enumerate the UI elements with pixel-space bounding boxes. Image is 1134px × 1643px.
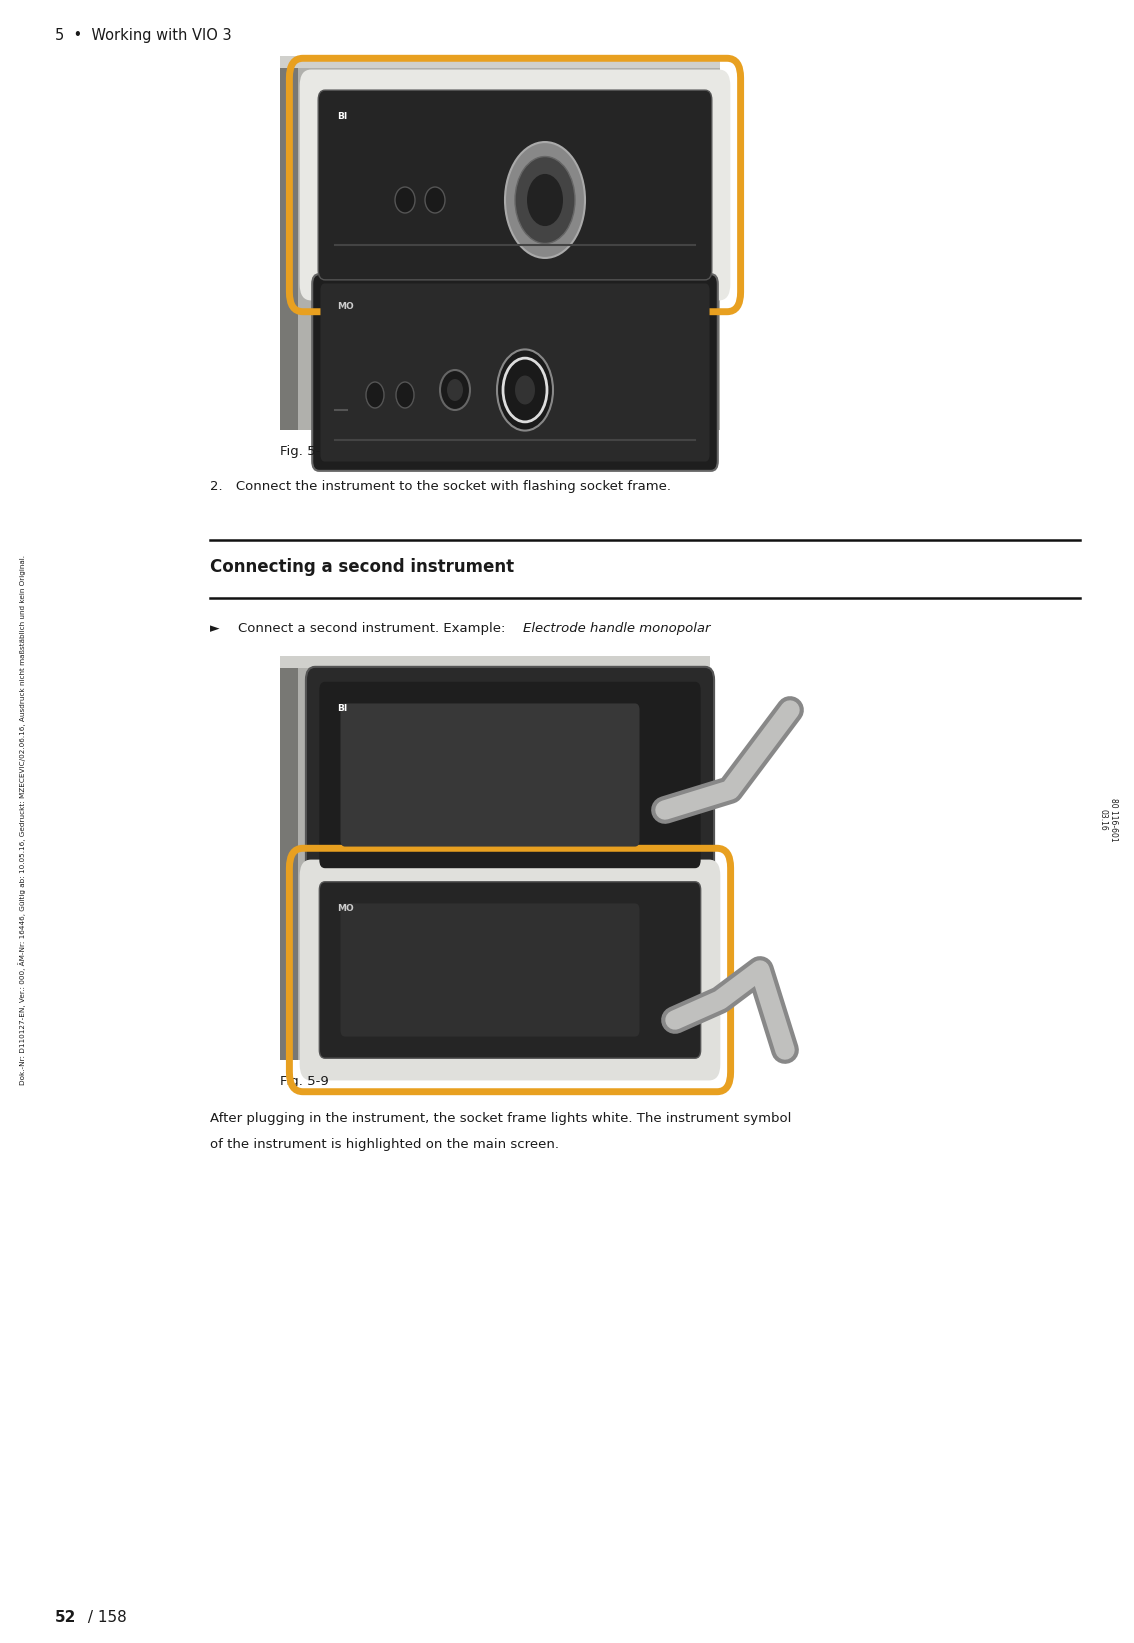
Text: 80 116-601
03.16: 80 116-601 03.16	[1099, 798, 1118, 841]
Text: Fig. 5-8: Fig. 5-8	[280, 445, 329, 458]
Text: After plugging in the instrument, the socket frame lights white. The instrument : After plugging in the instrument, the so…	[210, 1112, 792, 1125]
Bar	[280, 656, 710, 669]
Text: 5  •  Working with VIO 3: 5 • Working with VIO 3	[56, 28, 231, 43]
Ellipse shape	[425, 187, 445, 214]
FancyBboxPatch shape	[340, 904, 640, 1037]
Text: 2. Connect the instrument to the socket with flashing socket frame.: 2. Connect the instrument to the socket …	[210, 480, 671, 493]
Text: BI: BI	[337, 112, 347, 122]
Circle shape	[505, 141, 585, 258]
Text: Fig. 5-9: Fig. 5-9	[280, 1075, 329, 1088]
Text: Dok.-Nr: D110127-EN, Ver.: 000, ÄM-Nr: 16446, Gültig ab: 10.05.16, Gedruckt: MZE: Dok.-Nr: D110127-EN, Ver.: 000, ÄM-Nr: 1…	[18, 555, 26, 1084]
Ellipse shape	[366, 383, 384, 407]
FancyBboxPatch shape	[320, 882, 701, 1058]
Text: 52: 52	[56, 1610, 76, 1625]
Text: of the instrument is highlighted on the main screen.: of the instrument is highlighted on the …	[210, 1139, 559, 1152]
Text: MO: MO	[337, 302, 354, 311]
Circle shape	[497, 350, 553, 430]
Bar	[280, 61, 298, 430]
Bar	[280, 660, 298, 1060]
FancyBboxPatch shape	[321, 284, 710, 462]
Text: Electrode handle monopolar: Electrode handle monopolar	[523, 623, 711, 634]
Text: BI: BI	[337, 703, 347, 713]
Circle shape	[515, 376, 535, 404]
Text: MO: MO	[337, 904, 354, 914]
Text: Connecting a second instrument: Connecting a second instrument	[210, 559, 514, 577]
Text: Connect a second instrument. Example:: Connect a second instrument. Example:	[238, 623, 509, 634]
FancyBboxPatch shape	[299, 859, 720, 1081]
Circle shape	[515, 156, 575, 243]
FancyBboxPatch shape	[312, 274, 718, 472]
Ellipse shape	[395, 187, 415, 214]
Bar	[280, 56, 720, 67]
FancyBboxPatch shape	[319, 90, 712, 279]
Text: / 158: / 158	[83, 1610, 127, 1625]
FancyBboxPatch shape	[306, 667, 714, 884]
Bar	[280, 660, 710, 1060]
Ellipse shape	[396, 383, 414, 407]
Circle shape	[527, 174, 562, 227]
Ellipse shape	[440, 370, 469, 411]
FancyBboxPatch shape	[299, 69, 730, 301]
Bar	[280, 61, 720, 430]
FancyBboxPatch shape	[320, 682, 701, 868]
Ellipse shape	[447, 380, 463, 401]
Text: ►: ►	[210, 623, 220, 634]
FancyBboxPatch shape	[340, 703, 640, 846]
